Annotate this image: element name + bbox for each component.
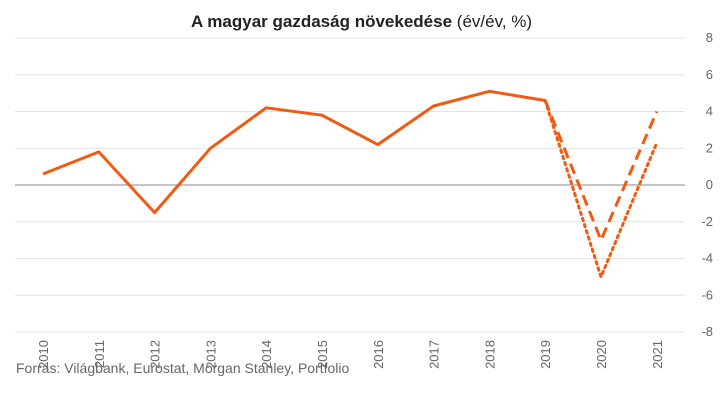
y-tick-label: 2 <box>706 140 713 155</box>
chart-title-unit: (év/év, %) <box>456 12 533 31</box>
x-tick-label: 2018 <box>482 340 497 369</box>
x-tick-label: 2020 <box>594 340 609 369</box>
y-tick-label: 6 <box>706 67 713 82</box>
y-tick-label: 8 <box>706 30 713 45</box>
x-tick-label: 2011 <box>92 340 107 368</box>
series-line-dashed <box>543 99 659 242</box>
x-tick-label: 2021 <box>650 340 665 369</box>
x-tick-label: 2019 <box>538 340 553 369</box>
y-tick-label: 4 <box>706 104 713 119</box>
y-tick-label: -8 <box>701 324 713 339</box>
series-line-dotted <box>543 99 659 279</box>
x-tick-label: 2015 <box>315 340 330 369</box>
source-note: Forrás: Világbank, Eurostat, Morgan Stan… <box>16 360 350 376</box>
y-tick-label: -4 <box>701 251 713 266</box>
x-tick-label: 2014 <box>259 340 274 369</box>
x-tick-label: 2013 <box>203 340 218 369</box>
chart-title: A magyar gazdaság növekedése (év/év, %) <box>0 12 723 32</box>
chart-title-main: A magyar gazdaság növekedése <box>190 12 453 31</box>
x-tick-label: 2012 <box>148 340 163 369</box>
x-tick-label: 2016 <box>371 340 386 369</box>
y-tick-label: 0 <box>706 177 713 192</box>
y-tick-label: -2 <box>701 214 713 229</box>
x-tick-label: 2010 <box>36 340 51 369</box>
x-tick-label: 2017 <box>427 340 442 369</box>
y-tick-label: -6 <box>701 287 713 302</box>
series-line-solid <box>42 89 546 215</box>
